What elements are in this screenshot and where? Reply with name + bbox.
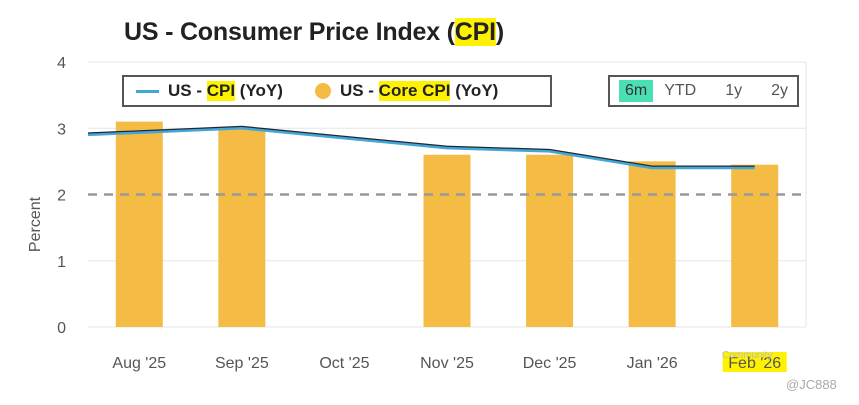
legend-core-highlight: Core CPI <box>378 81 451 101</box>
range-button-2y[interactable]: 2y <box>771 82 789 99</box>
bar-core-cpi <box>731 164 779 327</box>
y-axis-title: Percent <box>27 196 44 252</box>
tick-highlight <box>722 352 787 372</box>
title-prefix: US - Consumer Price Index ( <box>124 18 455 46</box>
line-swatch-icon <box>136 89 159 93</box>
legend-cpi-prefix: US - <box>168 81 207 100</box>
x-tick-label: Oct '25 <box>319 355 369 372</box>
bar-core-cpi <box>526 154 574 327</box>
y-tick-label: 1 <box>57 254 66 271</box>
chart-title: US - Consumer Price Index (CPI) <box>124 18 504 47</box>
legend-core-prefix: US - <box>339 81 379 100</box>
chart-legend: US - CPI (YoY) US - Core CPI (YoY) <box>122 75 552 107</box>
bar-core-cpi <box>218 128 266 327</box>
x-tick-label: Feb '26 <box>728 355 781 372</box>
x-tick-label: Aug '25 <box>112 355 166 372</box>
series-line-cpi <box>87 127 755 170</box>
watermark-community: Community <box>722 350 773 361</box>
legend-cpi-highlight: CPI <box>206 81 236 101</box>
y-tick-label: 0 <box>57 320 66 337</box>
y-tick-label: 4 <box>57 55 66 72</box>
title-highlight: CPI <box>454 18 496 46</box>
y-tick-label: 3 <box>57 121 66 138</box>
legend-item-cpi[interactable]: US - CPI (YoY) <box>124 81 283 101</box>
bar-core-cpi <box>628 161 676 327</box>
title-suffix: ) <box>495 18 505 46</box>
x-tick-label: Nov '25 <box>420 355 474 372</box>
watermark-author: @JC888 <box>786 377 837 392</box>
circle-swatch-icon <box>314 83 331 99</box>
range-button-1y[interactable]: 1y <box>725 82 743 99</box>
x-tick-label: Jan '26 <box>627 355 678 372</box>
series-line-shadow <box>87 125 755 168</box>
legend-cpi-suffix: (YoY) <box>235 81 283 100</box>
bar-core-cpi <box>115 121 163 327</box>
bar-core-cpi <box>423 154 471 327</box>
range-button-ytd[interactable]: YTD <box>664 82 697 99</box>
range-button-6m[interactable]: 6m <box>619 80 654 102</box>
x-tick-label: Dec '25 <box>523 355 577 372</box>
legend-core-suffix: (YoY) <box>450 81 499 100</box>
legend-item-core-cpi[interactable]: US - Core CPI (YoY) <box>283 81 498 101</box>
y-tick-label: 2 <box>57 188 66 205</box>
time-range-selector: 6m YTD 1y 2y <box>608 75 799 107</box>
x-tick-label: Sep '25 <box>215 355 269 372</box>
